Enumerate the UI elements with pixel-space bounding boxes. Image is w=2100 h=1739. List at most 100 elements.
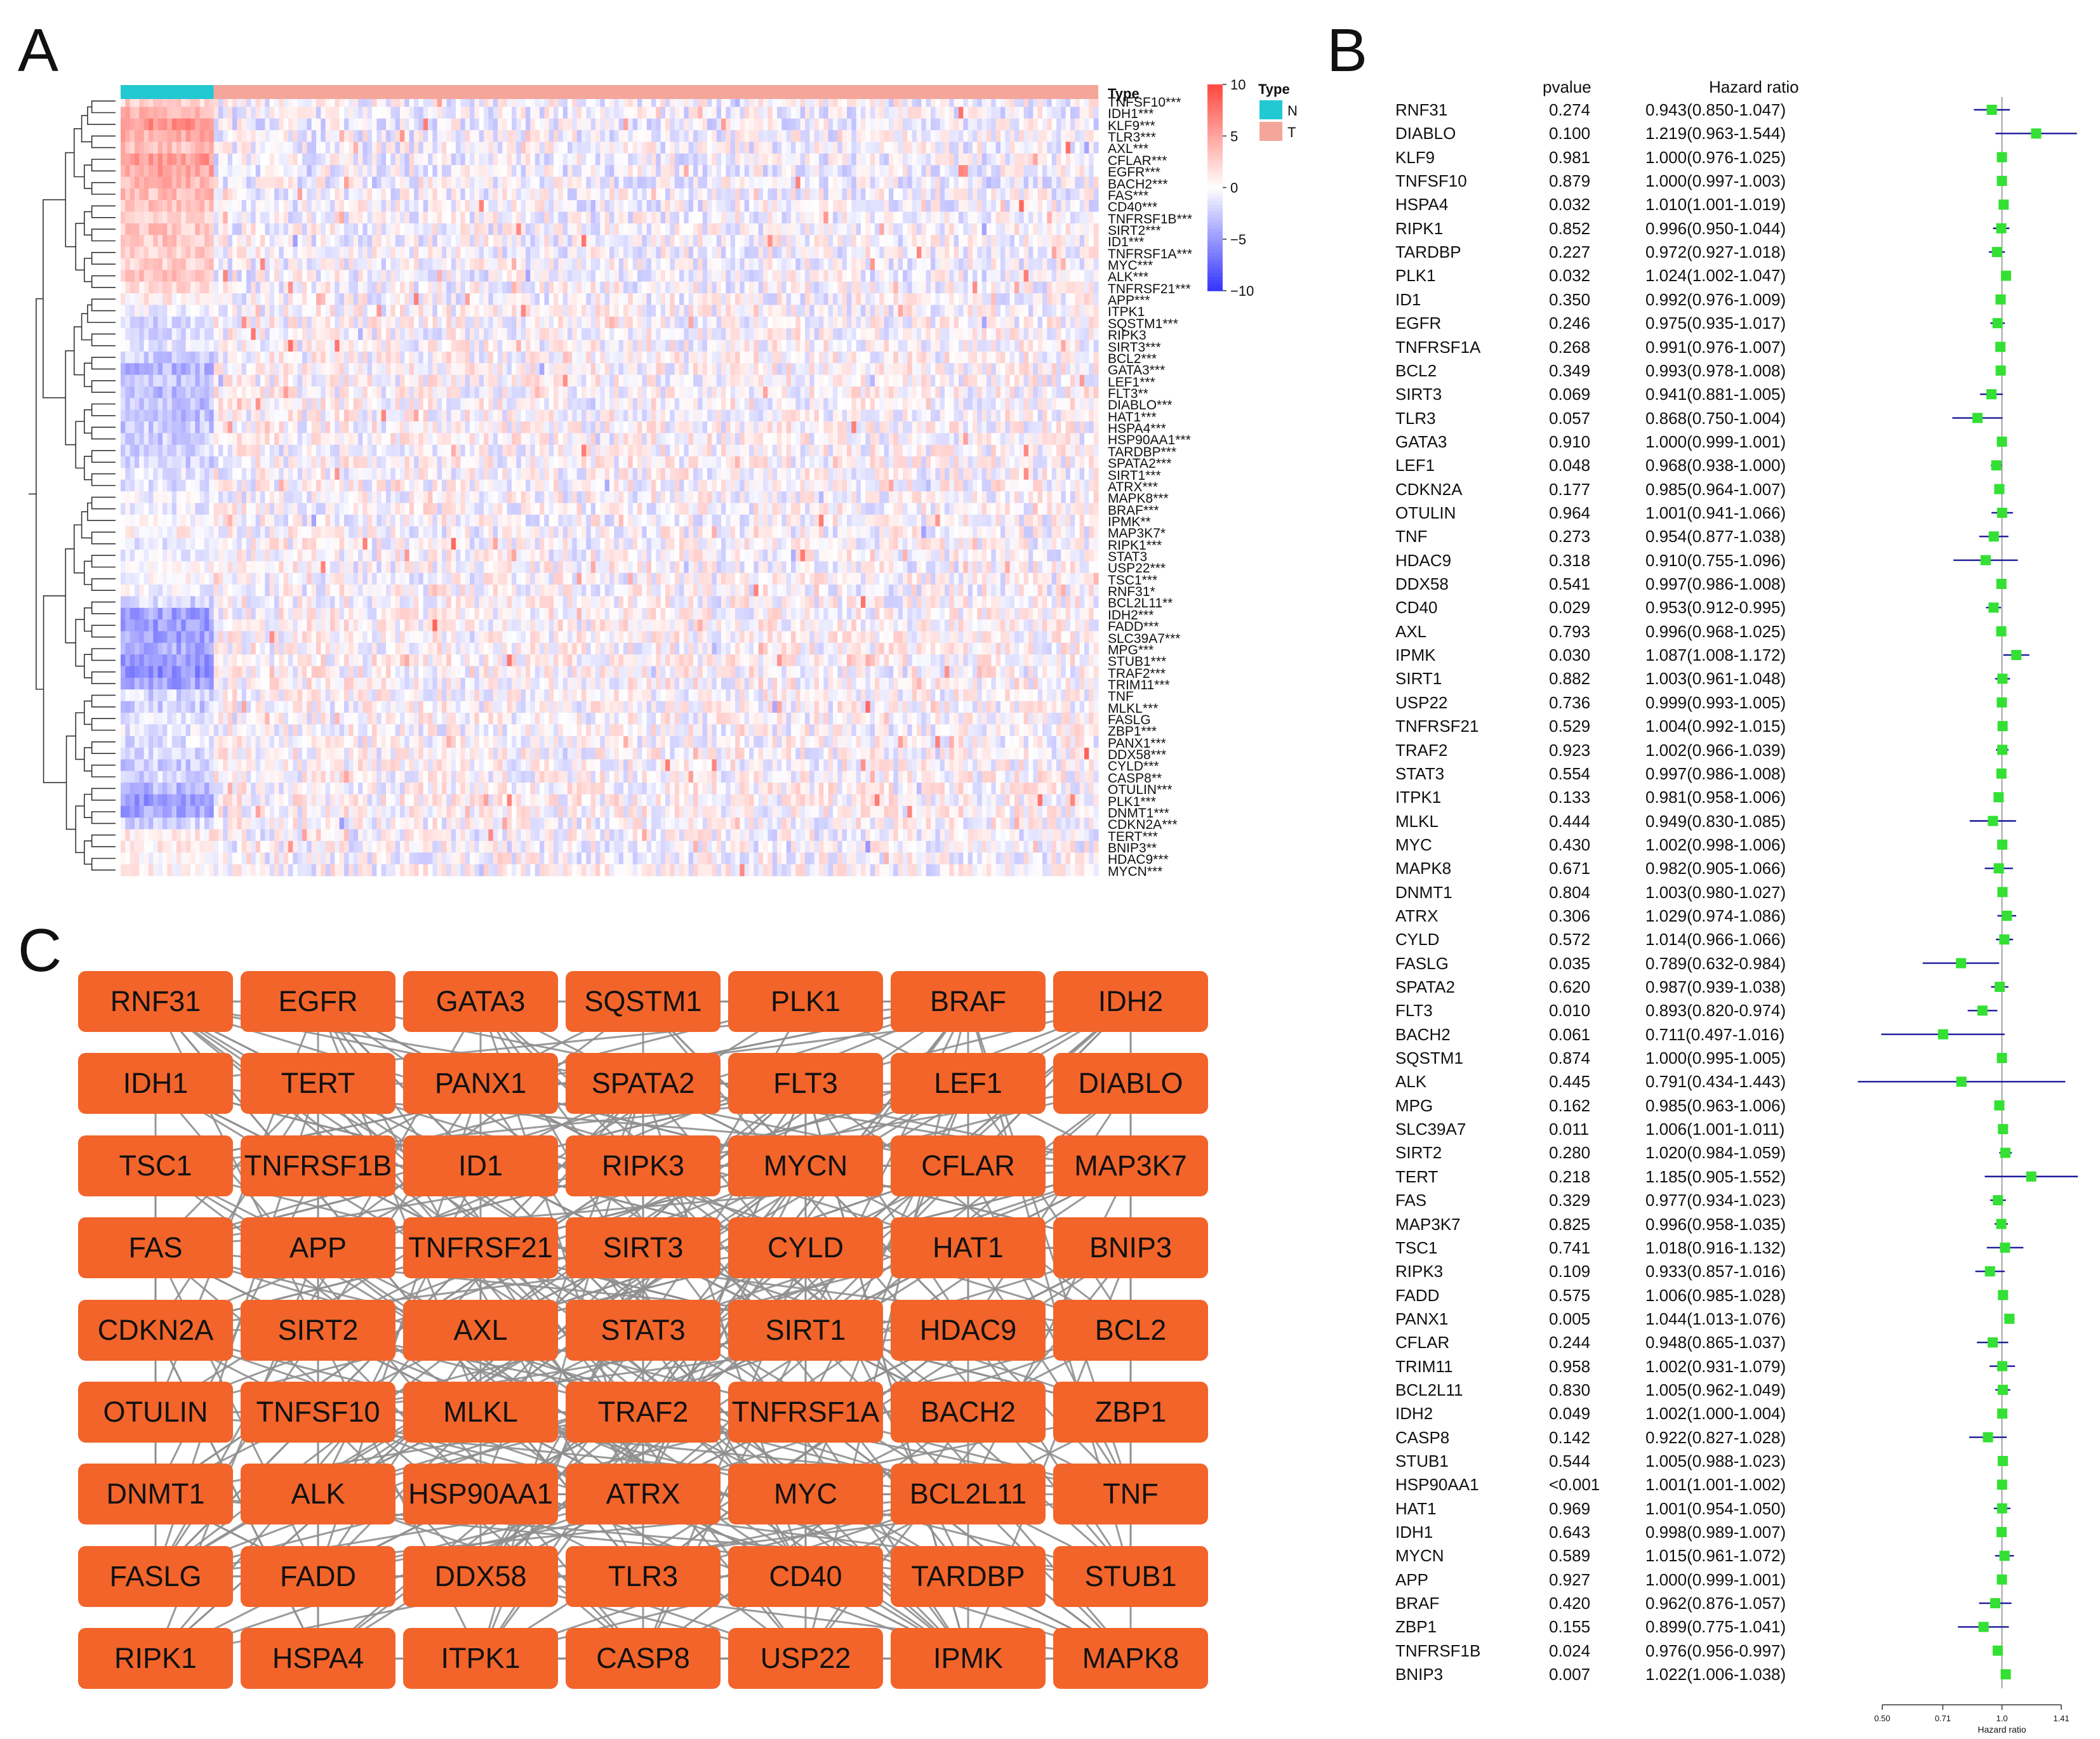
- heatmap-cell: [884, 130, 889, 143]
- heatmap-cell: [935, 165, 941, 178]
- heatmap-cell: [623, 142, 628, 154]
- heatmap-cell: [349, 258, 354, 270]
- heatmap-cell: [311, 340, 317, 352]
- heatmap-cell: [330, 316, 335, 329]
- heatmap-cell: [967, 211, 973, 224]
- heatmap-cell: [227, 293, 233, 306]
- dendrogram-branch: [91, 531, 116, 545]
- heatmap-cell: [893, 351, 899, 364]
- heatmap-cell: [656, 153, 661, 166]
- heatmap-cell: [987, 316, 992, 329]
- heatmap-cell: [544, 246, 550, 259]
- heatmap-cell: [912, 235, 917, 248]
- heatmap-cell: [702, 142, 708, 154]
- heatmap-cell: [600, 223, 606, 235]
- heatmap-cell: [707, 293, 712, 306]
- heatmap-cell: [404, 107, 410, 119]
- heatmap-cell: [1075, 305, 1080, 317]
- heatmap-cell: [889, 153, 894, 166]
- heatmap-cell: [670, 165, 675, 178]
- heatmap-cell: [632, 328, 638, 341]
- heatmap-cell: [232, 95, 237, 107]
- heatmap-cell: [335, 188, 340, 201]
- heatmap-cell: [153, 281, 159, 294]
- heatmap-cell: [181, 363, 187, 376]
- heatmap-cell: [791, 188, 796, 201]
- heatmap-cell: [274, 130, 279, 143]
- dendrogram-branch: [74, 524, 84, 574]
- heatmap-cell: [805, 258, 810, 270]
- heatmap-cell: [372, 165, 377, 178]
- heatmap-cell: [763, 223, 768, 235]
- heatmap-cell: [265, 223, 270, 235]
- heatmap-cell: [149, 246, 154, 259]
- heatmap-cell: [255, 305, 261, 317]
- heatmap-cell: [572, 340, 578, 352]
- heatmap-cell: [274, 328, 279, 341]
- heatmap-cell: [1009, 176, 1015, 189]
- heatmap-cell: [1065, 258, 1071, 270]
- heatmap-cell: [590, 316, 596, 329]
- heatmap-cell: [358, 293, 363, 306]
- heatmap-cell: [372, 270, 377, 282]
- heatmap-cell: [754, 270, 759, 282]
- dendrogram-branch: [91, 671, 116, 684]
- heatmap-cell: [973, 130, 978, 143]
- heatmap-cell: [139, 95, 145, 107]
- heatmap-cell: [269, 118, 275, 131]
- heatmap-cell: [823, 270, 829, 282]
- heatmap-cell: [237, 305, 243, 317]
- heatmap-cell: [153, 246, 159, 259]
- heatmap-cell: [754, 305, 759, 317]
- heatmap-cell: [446, 270, 452, 282]
- heatmap-cell: [507, 246, 512, 259]
- heatmap-cell: [889, 176, 894, 189]
- heatmap-cell: [283, 340, 289, 352]
- heatmap-cell: [987, 200, 992, 213]
- heatmap-cell: [712, 176, 717, 189]
- heatmap-cell: [307, 281, 312, 294]
- heatmap-cell: [730, 223, 736, 235]
- heatmap-cell: [493, 258, 498, 270]
- heatmap-cell: [521, 223, 526, 235]
- heatmap-cell: [428, 340, 433, 352]
- heatmap-cell: [1084, 153, 1089, 166]
- heatmap-cell: [805, 293, 810, 306]
- heatmap-cell: [269, 246, 275, 259]
- heatmap-cell: [856, 95, 861, 107]
- heatmap-cell: [931, 258, 936, 270]
- heatmap-cell: [581, 165, 587, 178]
- heatmap-cell: [446, 316, 452, 329]
- heatmap-cell: [795, 118, 801, 131]
- heatmap-cell: [688, 235, 694, 248]
- heatmap-cell: [1033, 305, 1039, 317]
- heatmap-cell: [907, 281, 913, 294]
- heatmap-cell: [632, 165, 638, 178]
- heatmap-cell: [921, 118, 927, 131]
- heatmap-cell: [730, 235, 736, 248]
- heatmap-cell: [190, 130, 196, 143]
- heatmap-cell: [484, 305, 489, 317]
- heatmap-cell: [931, 188, 936, 201]
- heatmap-cell: [149, 153, 154, 166]
- heatmap-cell: [325, 107, 331, 119]
- heatmap-cell: [1019, 340, 1025, 352]
- heatmap-cell: [204, 305, 209, 317]
- heatmap-cell: [558, 316, 564, 329]
- heatmap-cell: [1019, 270, 1025, 282]
- heatmap-cell: [321, 351, 326, 364]
- heatmap-cell: [791, 328, 796, 341]
- heatmap-cell: [395, 363, 401, 376]
- heatmap-cell: [1014, 153, 1020, 166]
- heatmap-cell: [367, 223, 373, 235]
- heatmap-cell: [316, 235, 321, 248]
- heatmap-cell: [981, 176, 987, 189]
- heatmap-cell: [921, 246, 927, 259]
- heatmap-cell: [367, 351, 373, 364]
- heatmap-cell: [516, 165, 522, 178]
- heatmap-cell: [349, 153, 354, 166]
- heatmap-cell: [730, 293, 736, 306]
- heatmap-cell: [446, 281, 452, 294]
- heatmap-cell: [595, 281, 601, 294]
- heatmap-cell: [609, 176, 615, 189]
